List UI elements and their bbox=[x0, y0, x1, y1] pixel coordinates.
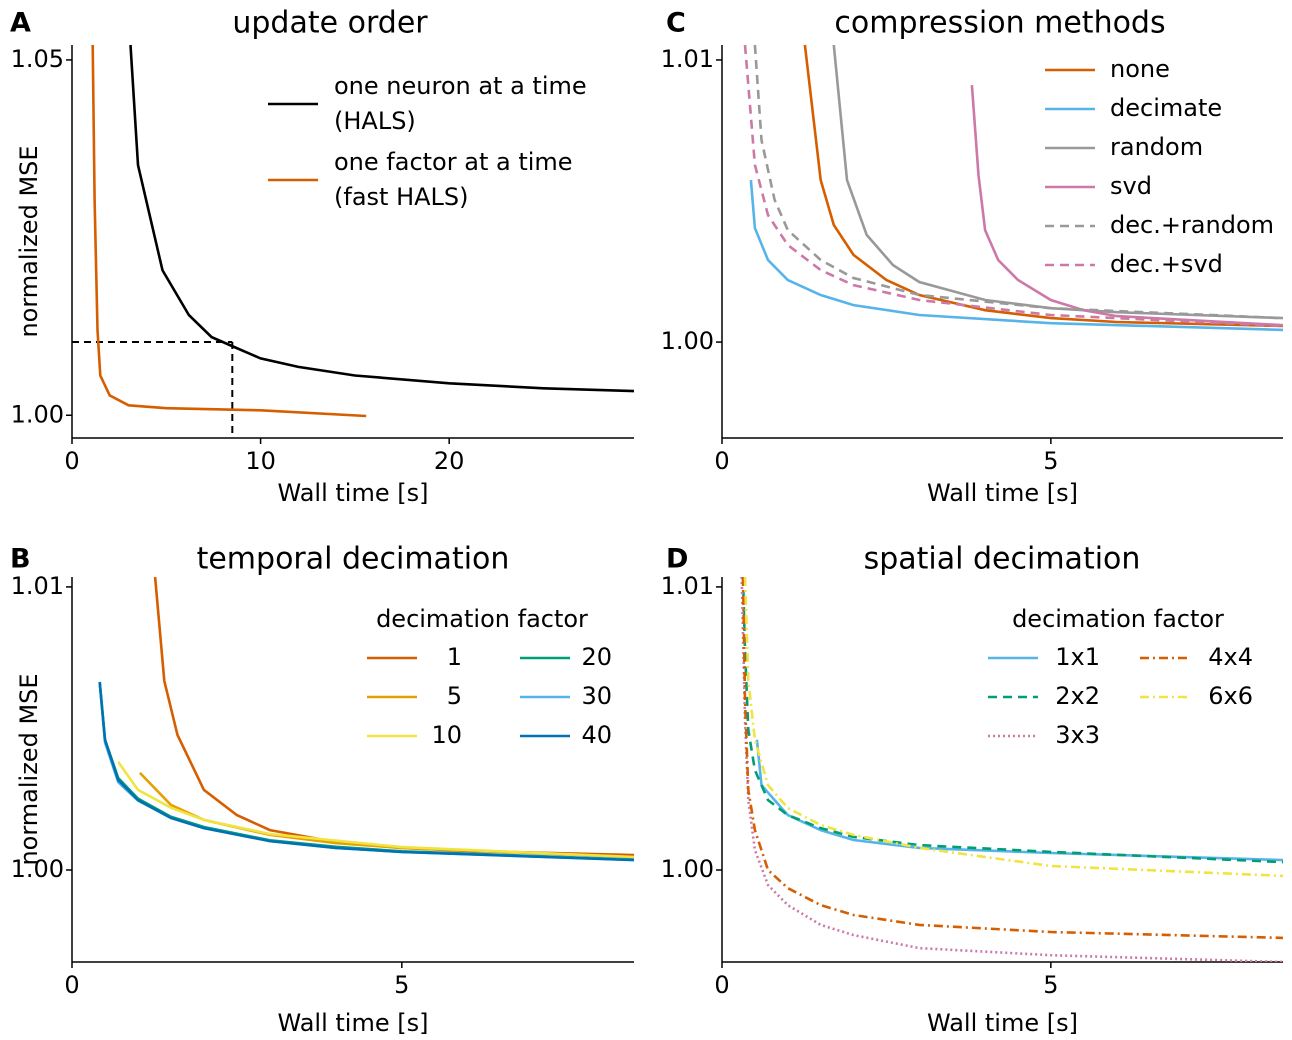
legend-label: 3x3 bbox=[1055, 721, 1100, 749]
x-axis-label: Wall time [s] bbox=[927, 1009, 1078, 1037]
legend-label: random bbox=[1110, 133, 1203, 161]
series-line bbox=[753, 44, 1283, 320]
legend-label: dec.+svd bbox=[1110, 250, 1223, 278]
legend-label-line: one factor at a time bbox=[334, 148, 580, 176]
legend-label: svd bbox=[1110, 172, 1152, 200]
series-line bbox=[91, 44, 367, 418]
series-line bbox=[129, 44, 634, 393]
x-tick-label: 0 bbox=[714, 447, 729, 475]
series-line bbox=[117, 761, 634, 859]
y-tick-label: 1.00 bbox=[661, 327, 714, 355]
legend-label: dec.+random bbox=[1110, 211, 1274, 239]
legend-label: 1x1 bbox=[1055, 643, 1100, 671]
legend-label: 10 bbox=[431, 721, 462, 749]
series-line bbox=[749, 179, 1283, 332]
x-tick-label: 20 bbox=[434, 447, 465, 475]
series-line bbox=[803, 44, 1283, 328]
legend-label: 20 bbox=[581, 643, 612, 671]
legend-label: 5 bbox=[447, 682, 462, 710]
x-tick-label: 5 bbox=[1043, 447, 1058, 475]
y-tick-label: 1.01 bbox=[661, 45, 714, 73]
legend-label: one factor at a time (fast HALS) bbox=[334, 148, 580, 211]
x-tick-label: 5 bbox=[394, 971, 409, 999]
x-axis-label: Wall time [s] bbox=[278, 479, 429, 507]
y-tick-label: 1.01 bbox=[11, 572, 64, 600]
x-tick-label: 5 bbox=[1043, 971, 1058, 999]
x-tick-label: 0 bbox=[714, 971, 729, 999]
legend-label: none bbox=[1110, 55, 1170, 83]
x-axis-label: Wall time [s] bbox=[927, 479, 1078, 507]
y-tick-label: 1.01 bbox=[661, 572, 714, 600]
y-tick-label: 1.00 bbox=[11, 400, 64, 428]
series-line bbox=[743, 576, 1283, 878]
legend-label-line: (HALS) bbox=[334, 107, 416, 135]
y-tick-label: 1.05 bbox=[11, 45, 64, 73]
chart-title: update order bbox=[232, 6, 428, 41]
panel-letter: A bbox=[10, 8, 31, 39]
x-tick-label: 0 bbox=[64, 971, 79, 999]
legend-title: decimation factor bbox=[1012, 605, 1224, 633]
series-line bbox=[98, 681, 634, 862]
legend-label: 6x6 bbox=[1208, 682, 1253, 710]
series-line bbox=[741, 576, 1283, 864]
panel-letter: B bbox=[10, 544, 31, 575]
legend-label: one neuron at a time (HALS) bbox=[334, 72, 594, 135]
legend-label-line: (fast HALS) bbox=[334, 183, 469, 211]
y-tick-label: 1.00 bbox=[661, 855, 714, 883]
series-line bbox=[98, 681, 634, 862]
panel-letter: D bbox=[666, 544, 688, 575]
legend-label: 30 bbox=[581, 682, 612, 710]
legend-label: 2x2 bbox=[1055, 682, 1100, 710]
legend-label: 4x4 bbox=[1208, 643, 1253, 671]
series-line bbox=[743, 44, 1283, 328]
y-axis-label: normalized MSE bbox=[15, 673, 43, 865]
chart-title: temporal decimation bbox=[197, 542, 510, 577]
panel-letter: C bbox=[666, 8, 686, 39]
x-axis-label: Wall time [s] bbox=[278, 1009, 429, 1037]
chart-title: compression methods bbox=[834, 6, 1165, 41]
x-tick-label: 10 bbox=[245, 447, 276, 475]
series-line bbox=[740, 576, 1283, 962]
series-line bbox=[755, 739, 1283, 862]
legend-label: 1 bbox=[447, 643, 462, 671]
legend-label: 40 bbox=[581, 721, 612, 749]
legend-label: decimate bbox=[1110, 94, 1222, 122]
y-axis-label: normalized MSE bbox=[15, 145, 43, 337]
series-line bbox=[970, 85, 1283, 327]
chart-title: spatial decimation bbox=[864, 542, 1141, 577]
x-tick-label: 0 bbox=[64, 447, 79, 475]
legend-title: decimation factor bbox=[376, 605, 588, 633]
legend-label-line: one neuron at a time bbox=[334, 72, 594, 100]
y-tick-label: 1.00 bbox=[11, 855, 64, 883]
series-line bbox=[98, 681, 634, 861]
